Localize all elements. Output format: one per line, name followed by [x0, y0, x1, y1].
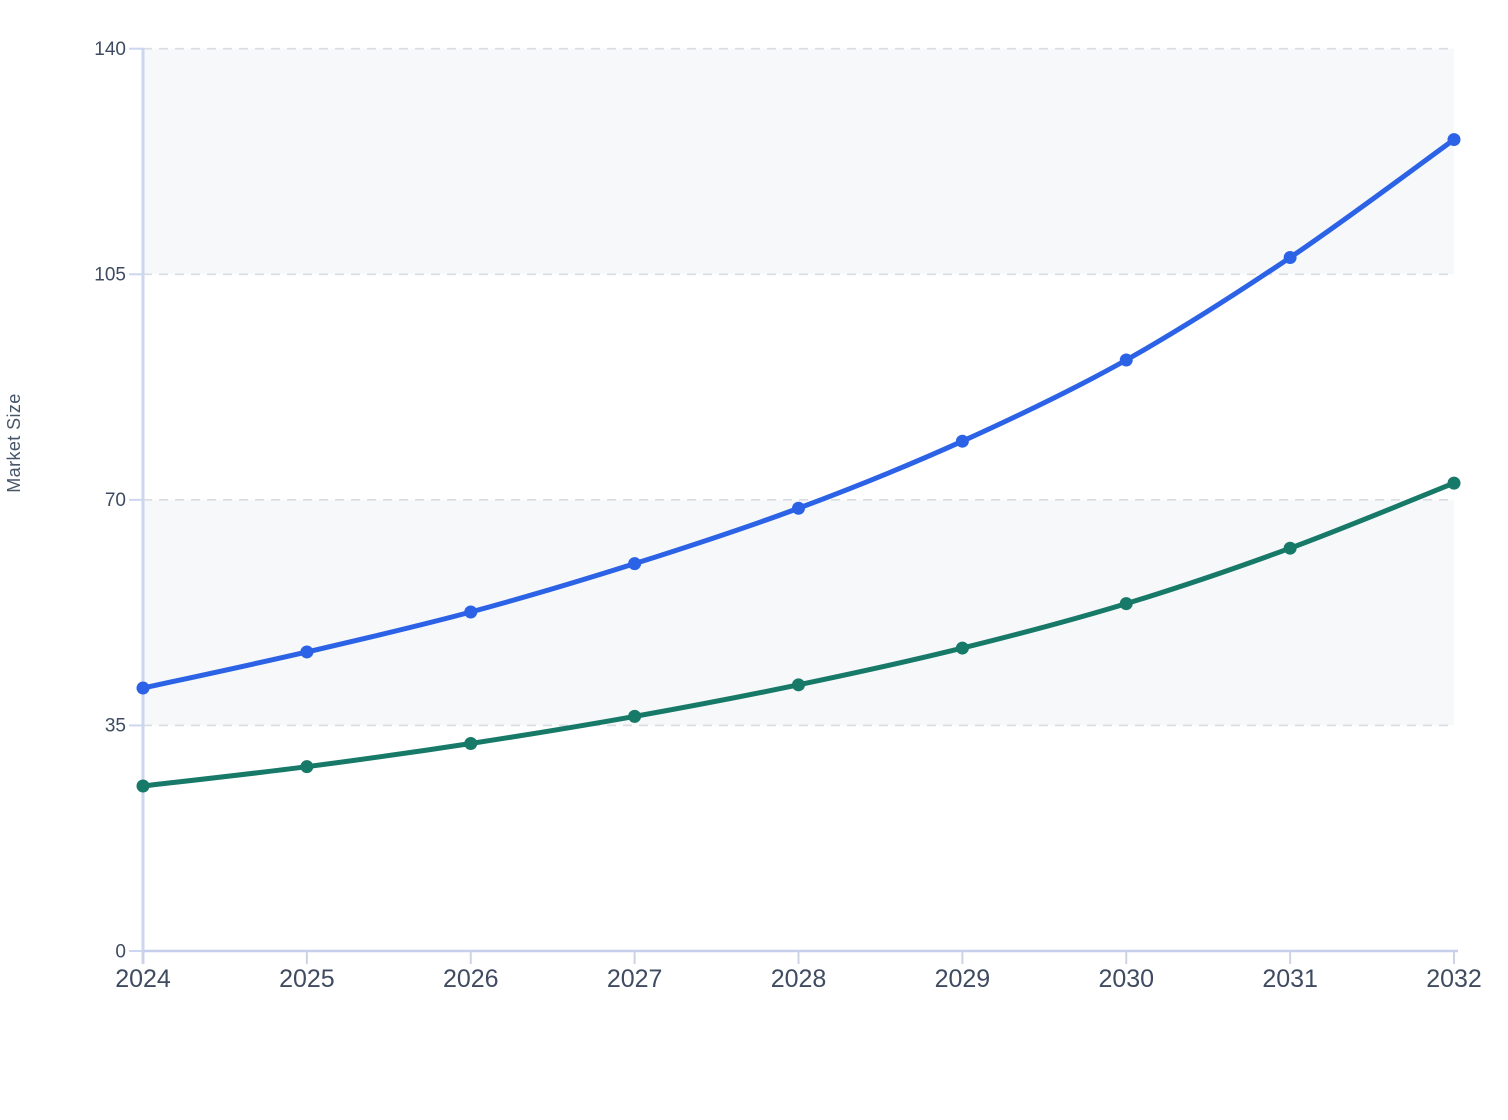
- gridlines: [143, 47, 1454, 727]
- data-point-marker-green-series: [464, 736, 478, 750]
- axes: [129, 47, 1458, 964]
- x-tick-label: 2028: [771, 965, 827, 993]
- data-point-marker-green-series: [300, 760, 314, 774]
- y-tick-label: 140: [94, 39, 126, 60]
- data-point-marker-blue-series: [628, 557, 642, 571]
- x-tick-label: 2029: [935, 965, 991, 993]
- data-point-marker-blue-series: [136, 681, 150, 695]
- data-point-marker-blue-series: [792, 501, 805, 515]
- tick-labels: 0 35 70 105 140 2024 2025 2026 2027 2028 2029 2030 2…: [94, 39, 1482, 993]
- data-point-marker-green-series: [1119, 597, 1133, 611]
- x-tick-label: 2025: [279, 965, 335, 993]
- data-point-marker-blue-series: [300, 645, 314, 659]
- series-line-green-series: [140, 480, 1457, 789]
- data-point-markers: [136, 133, 1461, 793]
- data-point-marker-green-series: [1447, 476, 1461, 490]
- x-tick-label: 2026: [443, 965, 499, 993]
- x-tick-label: 2032: [1426, 965, 1482, 993]
- data-point-marker-blue-series: [1283, 251, 1297, 265]
- shaded-band: [143, 48, 1454, 275]
- y-tick-label: 35: [105, 716, 126, 737]
- shaded-band: [143, 499, 1454, 726]
- x-tick-label: 2027: [607, 965, 663, 993]
- x-tick-label: 2031: [1262, 965, 1318, 993]
- shaded-bands: [143, 48, 1454, 726]
- y-tick-label: 105: [94, 265, 126, 286]
- data-point-marker-green-series: [628, 709, 642, 723]
- y-tick-label: 0: [115, 941, 126, 962]
- x-tick-label: 2030: [1098, 965, 1154, 993]
- data-point-marker-blue-series: [955, 434, 969, 448]
- data-point-marker-blue-series: [1447, 133, 1461, 147]
- y-axis-title: Market Size: [4, 393, 24, 492]
- x-tick-label: 2024: [115, 965, 171, 993]
- y-tick-label: 70: [105, 490, 126, 511]
- data-point-marker-green-series: [955, 641, 969, 655]
- data-point-marker-green-series: [136, 779, 150, 793]
- data-point-marker-blue-series: [464, 605, 478, 619]
- data-point-marker-green-series: [792, 678, 805, 692]
- data-point-marker-blue-series: [1119, 353, 1133, 367]
- data-point-marker-green-series: [1283, 541, 1297, 555]
